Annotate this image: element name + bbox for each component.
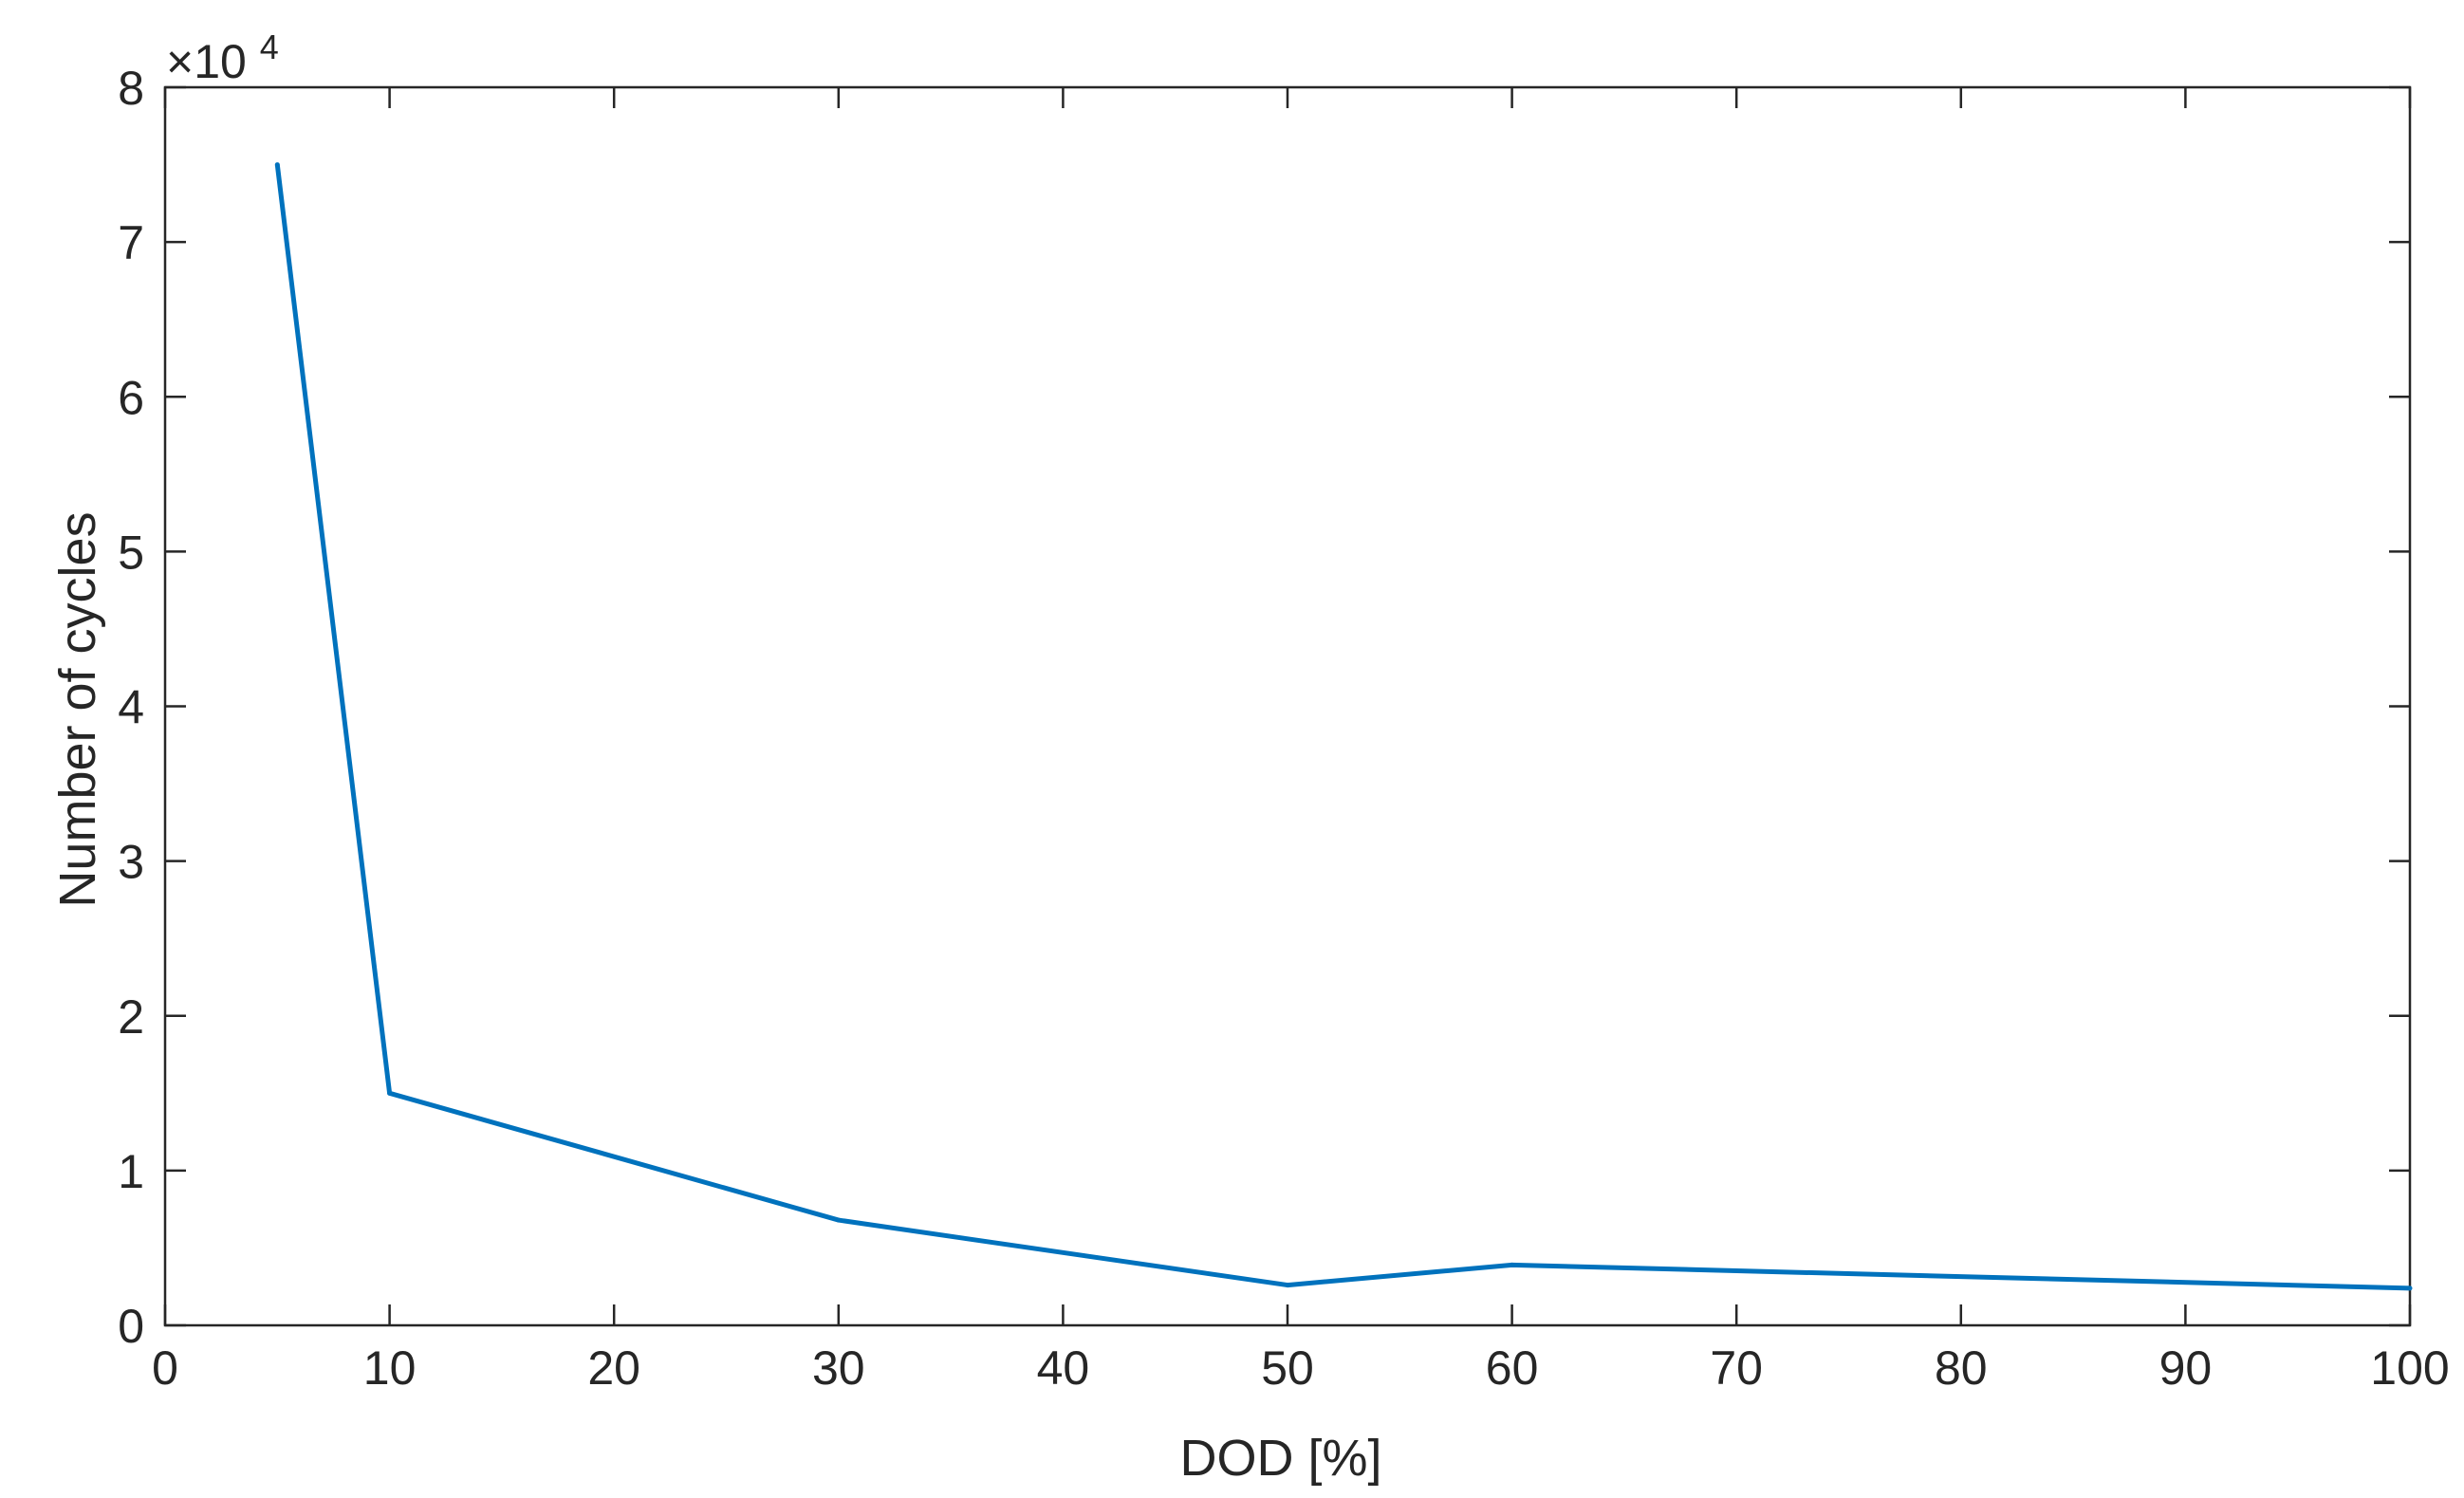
y-tick-label: 6 <box>118 371 144 424</box>
x-tick-label: 50 <box>1261 1341 1314 1395</box>
x-tick-label: 0 <box>152 1341 178 1395</box>
y-tick-label: 1 <box>118 1145 144 1198</box>
y-tick-label: 4 <box>118 681 144 734</box>
y-tick-label: 7 <box>118 216 144 269</box>
x-tick-label: 60 <box>1486 1341 1539 1395</box>
data-point <box>1285 1283 1290 1288</box>
y-tick-label: 3 <box>118 836 144 889</box>
y-tick-label: 2 <box>118 990 144 1044</box>
data-point <box>2407 1285 2413 1291</box>
axis-ticks: 0 10 20 30 40 50 60 70 80 90 100 0 1 2 3 4 5 6 7 8 <box>118 62 2450 1395</box>
data-point <box>274 162 280 168</box>
y-tick-label: 0 <box>118 1300 144 1353</box>
x-axis-label: DOD [%] <box>1179 1430 1381 1487</box>
x-tick-label: 100 <box>2370 1341 2449 1395</box>
x-tick-label: 80 <box>1935 1341 1988 1395</box>
data-point <box>836 1217 842 1223</box>
x-tick-label: 20 <box>587 1341 640 1395</box>
x-tick-label: 10 <box>363 1341 417 1395</box>
data-point <box>1510 1262 1515 1267</box>
x-tick-label: 40 <box>1037 1341 1090 1395</box>
axis-labels: DOD [%] Number of cycles ×10 4 <box>49 28 1382 1487</box>
x-tick-label: 70 <box>1710 1341 1763 1395</box>
plot-area <box>163 85 2412 1327</box>
exponent-base: ×10 <box>166 35 247 88</box>
x-tick-label: 90 <box>2159 1341 2213 1395</box>
y-axis-label: Number of cycles <box>49 511 106 907</box>
series-line <box>274 164 2411 1291</box>
x-tick-label: 30 <box>812 1341 865 1395</box>
series-layer <box>274 162 2413 1291</box>
y-tick-label: 8 <box>118 62 144 115</box>
y-tick-label: 5 <box>118 526 144 579</box>
y-exponent-label: ×10 4 <box>166 28 279 88</box>
data-point <box>387 1090 393 1096</box>
axes-box <box>163 85 2412 1327</box>
exponent-power: 4 <box>260 28 279 66</box>
